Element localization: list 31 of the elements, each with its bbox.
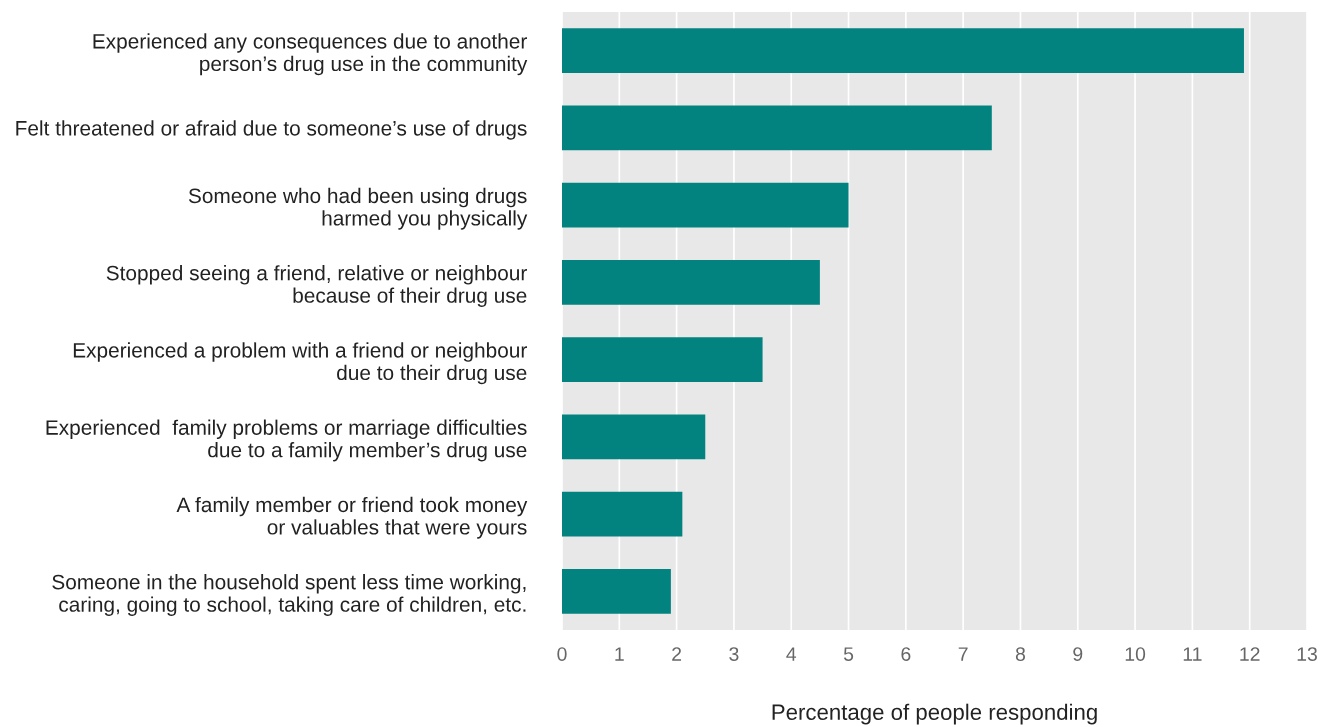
y-tick-label: Someone who had been using drugs harmed you physically <box>188 187 528 230</box>
x-tick-label: 13 <box>1297 647 1317 661</box>
bar <box>562 337 763 383</box>
bar <box>562 28 1244 74</box>
y-tick-label: Felt threatened or afraid due to someone’s use of drugs <box>16 120 527 140</box>
y-tick-label: Stopped seeing a friend, relative or neighbour because of their drug use <box>106 265 527 307</box>
bar <box>562 182 849 228</box>
y-tick-label: Someone in the household spent less time working, caring, going to school, taking care of children, etc. <box>52 574 526 616</box>
bar <box>562 105 992 151</box>
bar <box>562 259 820 305</box>
x-axis-title: Percentage of people responding <box>772 703 1097 725</box>
bar <box>562 414 706 460</box>
x-tick-label: 10 <box>1125 647 1146 661</box>
y-tick-label: Experienced any consequences due to another person’s drug use in the community <box>93 33 528 76</box>
x-tick-label: 2 <box>672 647 682 661</box>
y-tick-label: A family member or friend took money or valuables that were yours <box>176 496 528 539</box>
x-tick-label: 5 <box>843 647 854 661</box>
x-tick-label: 9 <box>1073 647 1083 661</box>
x-tick-label: 12 <box>1240 647 1260 661</box>
x-tick-label: 1 <box>615 647 624 661</box>
x-tick-label: 11 <box>1183 647 1202 661</box>
x-tick-label: 7 <box>958 647 968 661</box>
y-tick-label: Experienced family problems or marriage difficulties due to a family member’s drug use <box>46 419 527 462</box>
x-tick-label: 8 <box>1015 647 1026 661</box>
bar <box>562 491 683 537</box>
x-tick-label: 6 <box>901 647 911 661</box>
x-tick-label: 3 <box>729 647 739 661</box>
x-tick-label: 4 <box>786 647 797 661</box>
bar <box>562 568 671 614</box>
x-tick-label: 0 <box>557 647 567 661</box>
y-tick-label: Experienced a problem with a friend or neighbour due to their drug use <box>73 342 527 385</box>
